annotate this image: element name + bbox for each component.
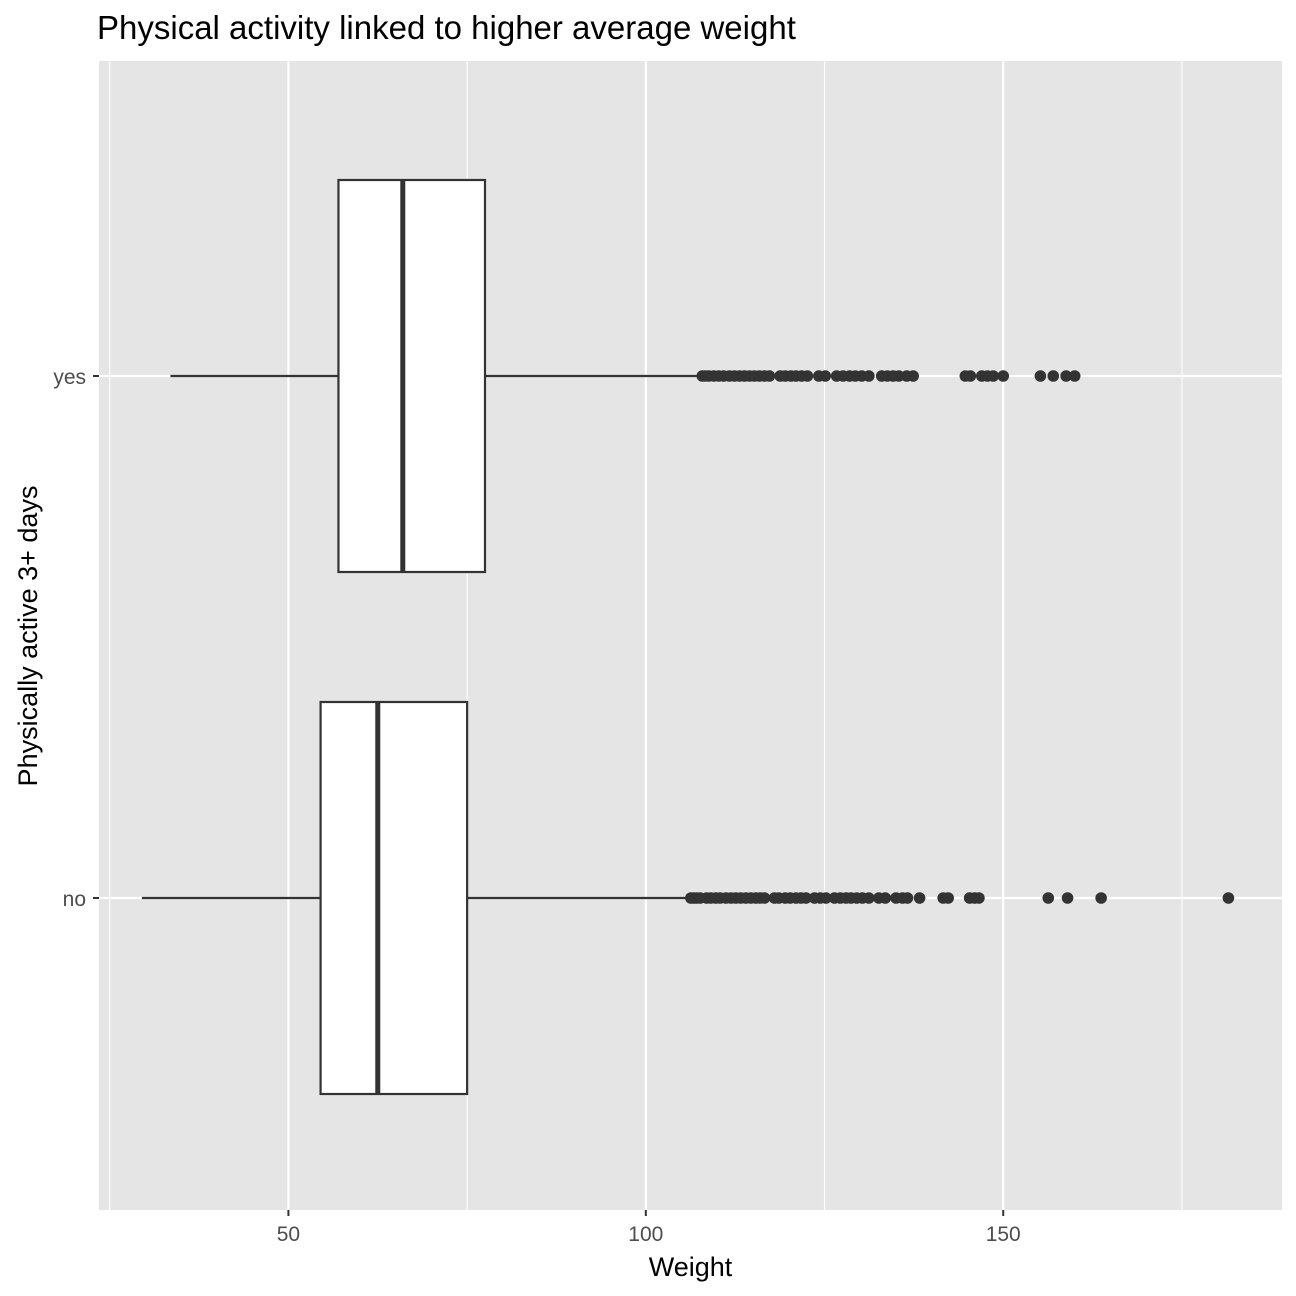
outlier-point (964, 370, 977, 382)
outlier-point (901, 892, 914, 904)
boxplot-series (141, 178, 1235, 1096)
outlier-point (973, 892, 985, 904)
x-tick-label: 50 (277, 1223, 300, 1246)
outlier-point (801, 370, 814, 382)
box-yes (170, 178, 1081, 574)
box-iqr (337, 178, 487, 574)
outlier-point (763, 370, 776, 382)
x-tick-label: 100 (628, 1223, 663, 1246)
x-axis-ticks: 50 100 150 (277, 1210, 1021, 1246)
outlier-point (879, 892, 892, 904)
outlier-point (819, 370, 832, 382)
outlier-point (942, 892, 954, 904)
box-iqr (319, 700, 469, 1096)
box-no (141, 700, 1235, 1096)
outlier-point (1222, 892, 1235, 904)
outlier-point (820, 892, 832, 904)
outlier-point (758, 892, 771, 904)
x-tick-label: 150 (986, 1223, 1021, 1246)
outlier-point (1042, 892, 1055, 904)
outlier-point (1034, 370, 1047, 382)
plot-panel (99, 61, 1282, 1210)
outlier-point (863, 370, 875, 382)
outlier-point (987, 370, 1000, 382)
outlier-point (1047, 370, 1060, 382)
outlier-point (1095, 892, 1107, 904)
y-tick-label: no (63, 888, 86, 911)
outlier-point (800, 892, 812, 904)
outlier-point (1068, 370, 1081, 382)
chart-title: Physical activity linked to higher avera… (97, 9, 796, 46)
outlier-point (1061, 892, 1074, 904)
y-tick-label: yes (53, 366, 86, 389)
outlier-point (913, 892, 926, 904)
outlier-point (1060, 370, 1072, 382)
x-axis-title: Weight (649, 1252, 733, 1282)
y-axis-title: Physically active 3+ days (13, 486, 43, 787)
y-axis-ticks: no yes (53, 366, 99, 911)
outlier-point (907, 370, 919, 382)
outlier-point (997, 370, 1010, 382)
outlier-point (863, 892, 875, 904)
